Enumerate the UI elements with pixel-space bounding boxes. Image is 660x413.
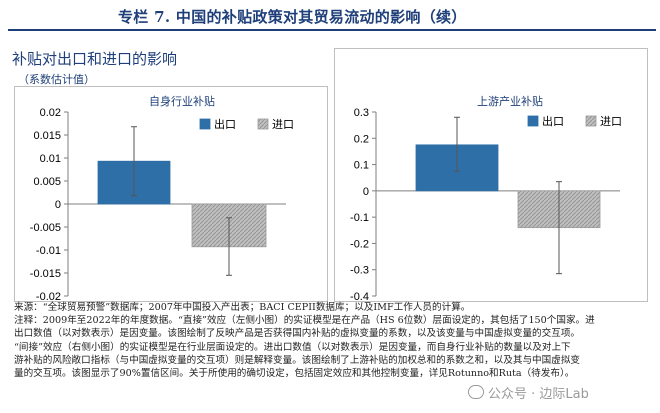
left-chart-panel — [14, 86, 328, 302]
right-y-tick-label: 0.3 — [354, 107, 369, 119]
right-chart-title: 上游产业补贴 — [477, 94, 543, 108]
right-legend-swatch-export — [527, 115, 539, 127]
banner-rule — [8, 29, 656, 31]
banner-title: 专栏 7. 中国的补贴政策对其贸易流动的影响（续） — [118, 8, 467, 26]
figure-subtitle: （系数估计值） — [18, 73, 95, 86]
right-y-tick-label: -0.3 — [350, 265, 369, 277]
left-y-tick-label: -0.015 — [30, 268, 61, 280]
left-y-tick-label: 0.015 — [33, 130, 61, 142]
left-y-tick-label: 0 — [55, 199, 61, 211]
chat-icon — [468, 385, 484, 399]
left-y-tick-label: -0.01 — [36, 245, 61, 257]
note-line: 游补贴的风险敞口指标（与中国虚拟变量的交互项）则是解释变量。该图绘制了上游补贴的… — [14, 354, 581, 366]
right-y-tick-label: 0.1 — [354, 160, 369, 172]
left-legend-label: 出口 — [214, 117, 236, 131]
left-legend-swatch-export — [199, 118, 211, 130]
banner: 专栏 7. 中国的补贴政策对其贸易流动的影响（续） — [0, 0, 660, 31]
left-legend-label: 进口 — [272, 118, 294, 131]
right-y-tick-label: 0.2 — [354, 133, 369, 145]
figure-title: 补贴对出口和进口的影响 — [12, 50, 178, 68]
left-y-tick-label: 0.01 — [40, 153, 61, 165]
note-line: 量的交互项。该图显示了90%置信区间。关于所使用的确切设定，包括固定效应和其他控… — [14, 368, 575, 380]
note-line: 出口数值（以对数表示）是因变量。该图绘制了反映产品是否获得国内补贴的虚拟变量的系… — [14, 328, 581, 340]
left-y-tick-label: -0.02 — [36, 291, 61, 300]
left-chart-title: 自身行业补贴 — [149, 94, 215, 108]
left-y-tick-label: 0.02 — [40, 107, 61, 119]
watermark: 公众号 · 边际Lab — [468, 383, 589, 402]
left-legend-swatch-import — [257, 118, 269, 130]
notes: 来源：“全球贸易预警”数据库；2007年中国投入产出表；BACI CEPII数据… — [14, 301, 644, 380]
right-y-tick-label: -0.1 — [350, 212, 369, 224]
right-y-tick-label: -0.2 — [350, 238, 369, 250]
note-line: 来源：“全球贸易预警”数据库；2007年中国投入产出表；BACI CEPII数据… — [14, 302, 471, 313]
note-line: “间接”效应（右侧小图）的实证模型是在行业层面设定的。进出口数值（以对数表示）是… — [14, 341, 571, 353]
right-legend-label: 进口 — [600, 115, 622, 128]
note-line: 注释：2009年至2022年的年度数据。“直接”效应（左侧小图）的实证模型是在产… — [14, 315, 595, 327]
right-legend-label: 出口 — [542, 114, 564, 128]
watermark-text: 公众号 · 边际Lab — [488, 387, 589, 402]
charts-canvas: 自身行业补贴 0.02 0.015 0.01 0.005 0 -0.005 -0.01 -0.0… — [30, 94, 622, 300]
right-y-tick-label: 0 — [363, 186, 369, 198]
left-y-tick-label: -0.005 — [30, 222, 61, 234]
left-y-tick-label: 0.005 — [33, 176, 61, 188]
right-y-tick-label: -0.4 — [350, 291, 369, 300]
right-legend-swatch-import — [585, 115, 597, 127]
